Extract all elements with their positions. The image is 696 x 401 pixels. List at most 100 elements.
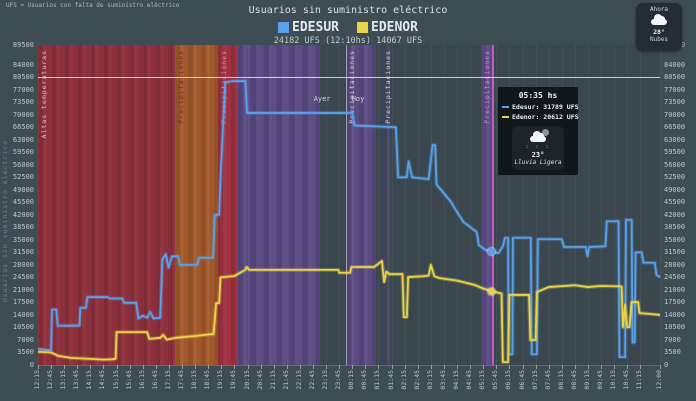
- x-tick-mark: [64, 365, 66, 369]
- series-lines: [38, 45, 660, 365]
- gridline-vertical: [38, 45, 39, 365]
- y-tick-label-left: 70000: [12, 110, 34, 119]
- plot-area[interactable]: Altas temperaturas Precipitaciones Precipi…: [38, 45, 661, 366]
- y-axis-title: Usuarios sin suministro eléctrico: [1, 140, 9, 303]
- gridline-vertical: [627, 45, 629, 365]
- x-tick-label: 04:45: [465, 370, 474, 390]
- x-tick-mark: [535, 365, 537, 369]
- gridline-vertical: [535, 45, 537, 365]
- gridline-vertical: [247, 45, 249, 365]
- x-tick-label: 22:45: [307, 370, 316, 390]
- x-tick-mark: [234, 365, 236, 369]
- y-tick-label-left: 14000: [12, 310, 34, 319]
- gridline-vertical: [208, 45, 210, 365]
- y-tick-label-right: 56000: [664, 160, 686, 169]
- x-tick-mark: [443, 365, 445, 369]
- y-tick-label-left: 31500: [12, 248, 34, 257]
- x-tick-label: 12:15: [33, 370, 41, 390]
- x-tick-label: 23:45: [334, 370, 343, 390]
- x-tick-mark: [640, 365, 642, 369]
- gridline-vertical: [90, 45, 92, 365]
- x-tick-mark: [470, 365, 472, 369]
- marker-dot-edenor: [488, 287, 496, 295]
- marker-dot-edesur: [488, 247, 496, 255]
- x-tick-label: 11:15: [635, 370, 644, 390]
- gridline-vertical: [339, 45, 341, 365]
- y-tick-label-right: 52500: [664, 173, 686, 182]
- x-tick-label: 05:45: [491, 370, 500, 390]
- y-tick-label-right: 49000: [664, 185, 686, 194]
- y-tick-label-left: 73500: [12, 98, 34, 107]
- gridline-vertical: [182, 45, 184, 365]
- x-tick-mark: [326, 365, 328, 369]
- x-tick-mark: [155, 365, 157, 369]
- y-tick-label-left: 63000: [12, 135, 34, 144]
- x-tick-label: 04:15: [452, 370, 461, 390]
- x-tick-label: 20:45: [255, 370, 264, 390]
- x-tick-label: 00:15: [347, 370, 356, 390]
- x-tick-mark: [339, 365, 341, 369]
- x-tick-mark: [299, 365, 301, 369]
- x-tick-label: 21:45: [281, 370, 290, 390]
- y-tick-label-left: 0: [29, 361, 34, 369]
- x-tick-mark: [391, 365, 393, 369]
- gridline-vertical: [286, 45, 288, 365]
- x-tick-label: 20:15: [242, 370, 251, 390]
- x-tick-mark: [365, 365, 367, 369]
- x-tick-label: 06:45: [517, 370, 526, 390]
- gridline-vertical: [51, 45, 53, 365]
- x-tick-label: 15:15: [111, 370, 120, 390]
- gridline-vertical: [365, 45, 367, 365]
- x-tick-label: 02:45: [412, 370, 421, 390]
- y-tick-label-right: 73500: [664, 98, 686, 107]
- x-tick-mark: [417, 365, 419, 369]
- y-tick-label-left: 42000: [12, 210, 34, 219]
- x-tick-label: 14:45: [98, 370, 107, 390]
- x-tick-label: 07:15: [530, 370, 539, 390]
- gridline-vertical: [391, 45, 393, 365]
- x-tick-label: 12:00: [655, 370, 663, 390]
- gridline-vertical: [548, 45, 550, 365]
- gridline-vertical: [470, 45, 472, 365]
- x-tick-label: 08:45: [569, 370, 578, 390]
- x-tick-label: 16:15: [137, 370, 146, 390]
- rain-cloud-icon: [530, 129, 549, 142]
- x-tick-label: 08:15: [556, 370, 565, 390]
- edenor-line-marker: [502, 116, 509, 118]
- x-tick-label: 13:15: [59, 370, 68, 390]
- condition-band-5: [381, 45, 390, 365]
- gridline-vertical: [483, 45, 485, 365]
- gridline-vertical: [614, 45, 616, 365]
- gridline-vertical: [352, 45, 354, 365]
- legend-item-edenor[interactable]: EDENOR: [357, 20, 418, 35]
- condition-band-3: [237, 45, 320, 365]
- x-tick-mark: [182, 365, 184, 369]
- y-tick-label-left: 38500: [12, 223, 34, 232]
- y-tick-label-left: 24500: [12, 273, 34, 282]
- x-tick-mark: [483, 365, 485, 369]
- x-tick-label: 18:45: [203, 370, 212, 390]
- current-values-subtitle: 24182 UFS (12:10hs) 14067 UFS: [273, 36, 423, 46]
- gridline-vertical: [116, 45, 118, 365]
- x-tick-mark: [168, 365, 170, 369]
- x-tick-mark: [430, 365, 432, 369]
- y-tick-label-left: 77000: [12, 85, 34, 94]
- day-label-hoy: Hoy: [351, 95, 365, 103]
- y-tick-label-right: 63000: [664, 135, 686, 144]
- x-tick-mark: [142, 365, 144, 369]
- gridline-vertical: [168, 45, 170, 365]
- y-tick-label-right: 3500: [664, 348, 681, 357]
- gridline-vertical: [260, 45, 262, 365]
- x-tick-mark: [116, 365, 118, 369]
- x-tick-mark: [404, 365, 406, 369]
- condition-band-1: [175, 45, 219, 365]
- y-tick-label-right: 28000: [664, 260, 686, 269]
- x-tick-label: 22:15: [294, 370, 303, 390]
- chart-title: Usuarios sin suministro eléctrico: [248, 5, 448, 16]
- x-tick-label: 07:45: [543, 370, 552, 390]
- y-tick-label-right: 0: [664, 361, 669, 369]
- gridline-vertical: [587, 45, 589, 365]
- gridline-vertical: [660, 45, 661, 365]
- x-tick-label: 10:15: [609, 370, 618, 390]
- legend-item-edesur[interactable]: EDESUR: [278, 20, 339, 35]
